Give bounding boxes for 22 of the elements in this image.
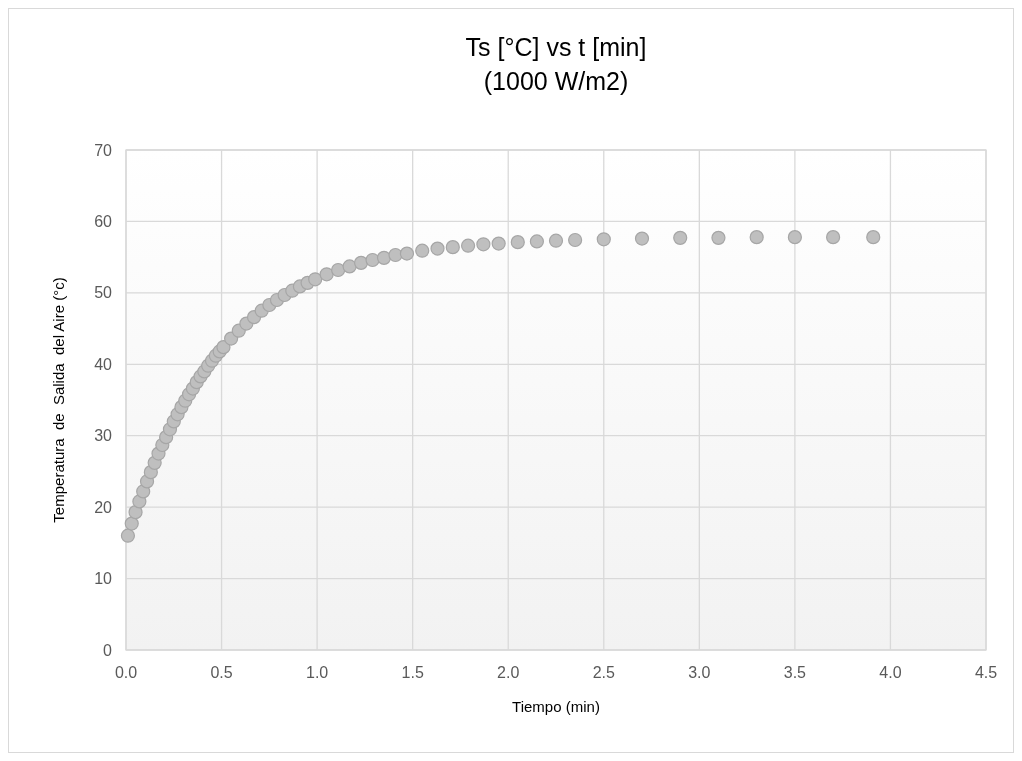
x-tick-label: 1.0	[305, 664, 329, 681]
y-tick-label: 40	[94, 355, 113, 373]
x-tick-label: 0.0	[114, 664, 138, 681]
x-tick-label: 1.5	[401, 664, 424, 681]
y-tick-label: 60	[94, 213, 113, 231]
x-tick-label: 2.0	[497, 664, 520, 681]
x-tick-label: 2.5	[592, 664, 615, 681]
y-tick-label: 0	[103, 641, 113, 659]
x-tick-label: 4.0	[879, 664, 902, 681]
x-tick-label: 0.5	[210, 664, 233, 681]
y-tick-label: 20	[94, 498, 113, 516]
x-tick-label: 3.0	[688, 664, 711, 681]
y-tick-label: 30	[94, 427, 113, 445]
y-tick-label: 70	[94, 141, 113, 159]
x-tick-label: 4.5	[974, 664, 998, 681]
chart-title: Ts [°C] vs t [min]	[465, 33, 647, 61]
y-axis-title: Temperatura de Salida del Aire (°c)	[50, 277, 67, 523]
y-tick-label: 50	[94, 284, 113, 302]
chart-subtitle: (1000 W/m2)	[483, 67, 629, 95]
x-axis-title: Tiempo (min)	[512, 698, 600, 715]
x-tick-label: 3.5	[783, 664, 807, 681]
y-tick-label: 10	[94, 570, 113, 588]
